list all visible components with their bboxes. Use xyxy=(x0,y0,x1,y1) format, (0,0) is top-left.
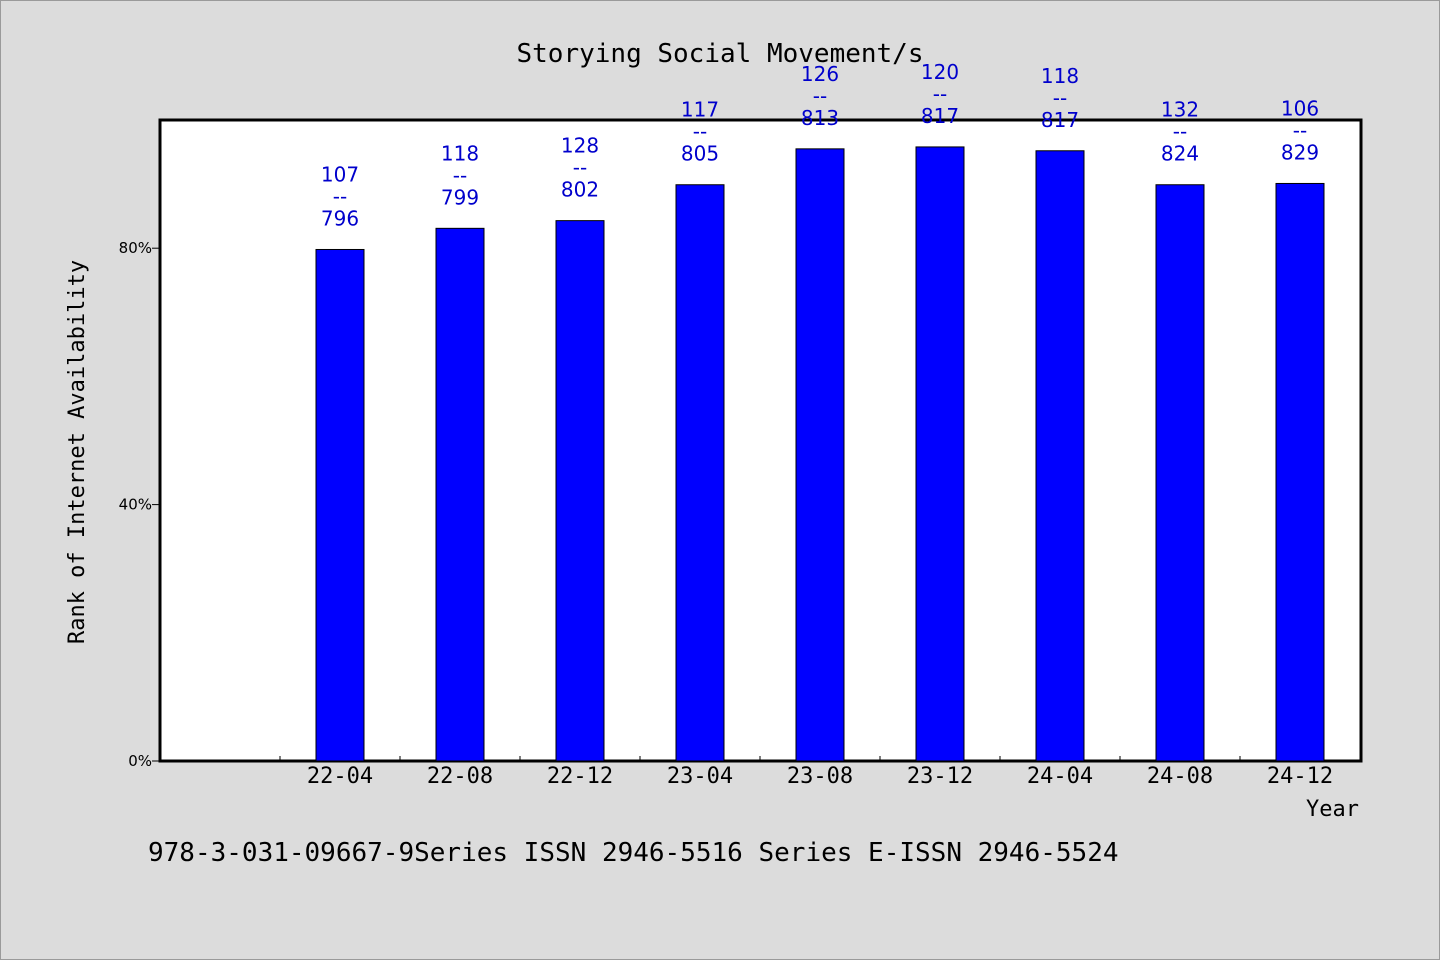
data-label-23-04-top: 117 xyxy=(681,98,719,122)
data-label-23-08-bottom: 813 xyxy=(801,106,839,130)
bar-23-08 xyxy=(795,148,845,762)
y-tick-label-0: 0% xyxy=(128,752,152,770)
data-label-22-04-bottom: 796 xyxy=(321,206,359,230)
data-label-22-08-top: 118 xyxy=(441,141,479,165)
bars-group xyxy=(315,146,1325,762)
data-label-24-08-bottom: 824 xyxy=(1161,142,1199,166)
y-tick-label-40: 40% xyxy=(119,496,152,514)
data-label-22-04-top: 107 xyxy=(321,162,359,186)
x-tick-label-24-04: 24-04 xyxy=(1027,764,1093,789)
data-label-22-08-sep: -- xyxy=(453,163,467,187)
bar-23-04 xyxy=(675,184,725,762)
data-labels-group: 107--796118--799128--802117--805126--813… xyxy=(321,60,1319,231)
y-axis-ticks: 0% 40% 80% xyxy=(119,239,160,770)
bar-22-08 xyxy=(435,227,485,762)
data-label-24-04-bottom: 817 xyxy=(1041,108,1079,132)
x-axis-label: Year xyxy=(1306,797,1359,822)
data-label-23-08-sep: -- xyxy=(813,84,827,108)
data-label-24-12-sep: -- xyxy=(1293,118,1307,142)
y-axis-label: Rank of Internet Availability xyxy=(65,260,90,644)
data-label-22-08-bottom: 799 xyxy=(441,185,479,209)
data-label-23-04-bottom: 805 xyxy=(681,142,719,166)
bar-24-04 xyxy=(1035,150,1085,762)
x-axis-ticks: 22-04 22-08 22-12 23-04 23-08 23-12 24-04 24-08… xyxy=(279,756,1361,789)
x-tick-label-23-04: 23-04 xyxy=(667,764,733,789)
data-label-23-04-sep: -- xyxy=(693,120,707,144)
data-label-24-08-top: 132 xyxy=(1161,98,1199,122)
data-label-23-12-top: 120 xyxy=(921,60,959,84)
chart-title: Storying Social Movement/s xyxy=(517,39,924,69)
data-label-22-04-sep: -- xyxy=(333,184,347,208)
x-tick-label-22-08: 22-08 xyxy=(427,764,493,789)
footer-isbn-issn: 978-3-031-09667-9Series ISSN 2946-5516 S… xyxy=(148,838,1119,868)
data-label-24-04-sep: -- xyxy=(1053,86,1067,110)
bar-22-04 xyxy=(315,248,365,762)
data-label-24-12-bottom: 829 xyxy=(1281,140,1319,164)
data-label-23-12-sep: -- xyxy=(933,82,947,106)
bar-22-12 xyxy=(555,220,605,762)
x-tick-label-24-08: 24-08 xyxy=(1147,764,1213,789)
x-tick-label-22-04: 22-04 xyxy=(307,764,373,789)
bar-23-12 xyxy=(915,146,965,762)
x-tick-label-23-08: 23-08 xyxy=(787,764,853,789)
y-tick-label-80: 80% xyxy=(119,239,152,257)
data-label-24-08-sep: -- xyxy=(1173,120,1187,144)
data-label-24-04-top: 118 xyxy=(1041,64,1079,88)
x-tick-label-23-12: 23-12 xyxy=(907,764,973,789)
data-label-24-12-top: 106 xyxy=(1281,96,1319,120)
x-tick-label-22-12: 22-12 xyxy=(547,764,613,789)
bar-24-12 xyxy=(1275,182,1325,762)
x-tick-label-24-12: 24-12 xyxy=(1267,764,1333,789)
data-label-22-12-bottom: 802 xyxy=(561,178,599,202)
data-label-23-12-bottom: 817 xyxy=(921,104,959,128)
data-label-22-12-top: 128 xyxy=(561,134,599,158)
data-label-23-08-top: 126 xyxy=(801,62,839,86)
bar-24-08 xyxy=(1155,184,1205,762)
data-label-22-12-sep: -- xyxy=(573,156,587,180)
